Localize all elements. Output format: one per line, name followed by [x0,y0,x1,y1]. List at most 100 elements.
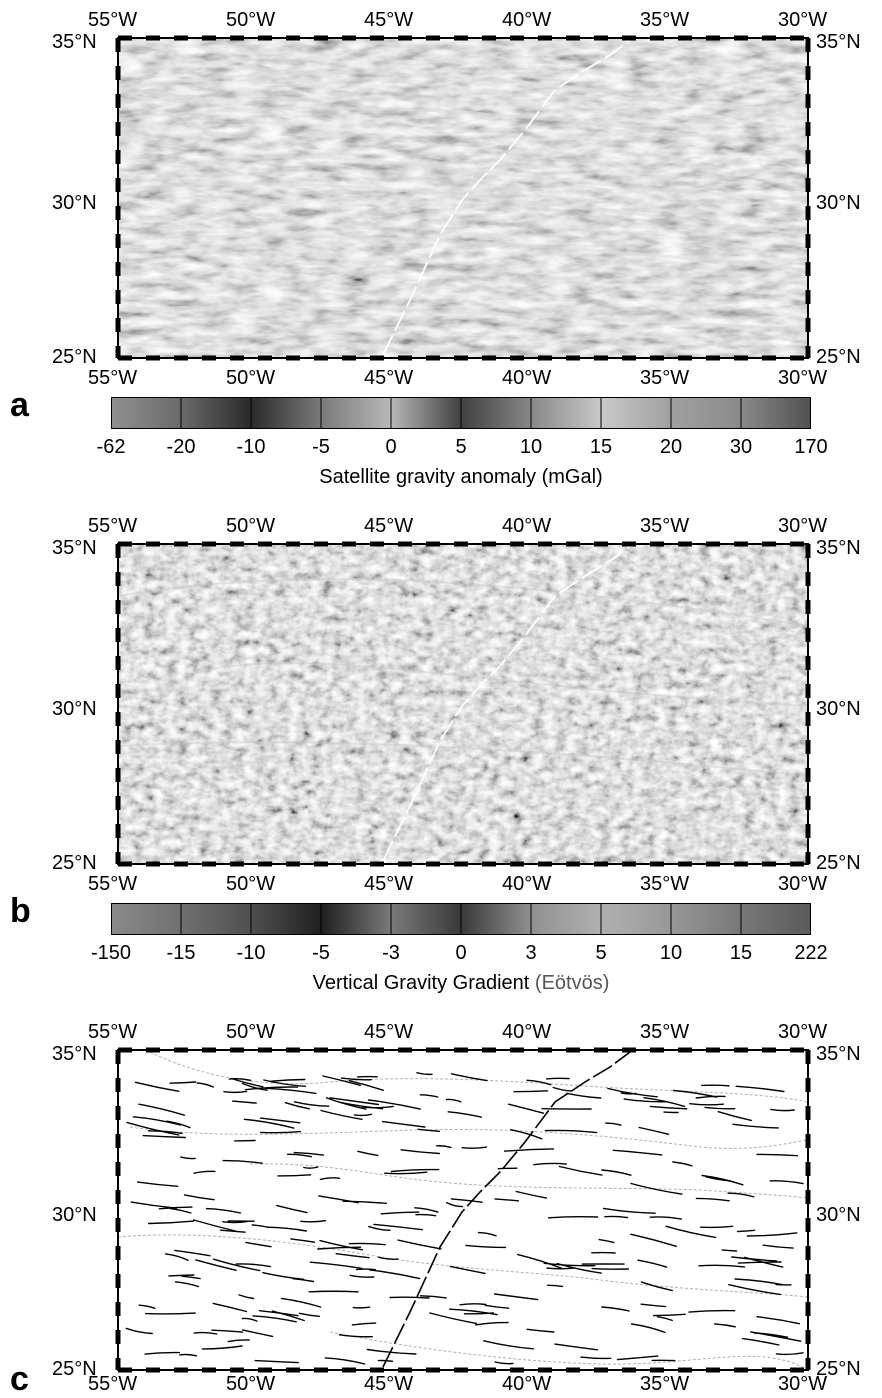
lineament-segment [340,1077,372,1081]
lineament-segment [252,1315,297,1323]
lineament-segment [741,1337,780,1346]
colorbar-tick-label: -62 [96,436,126,458]
lineament-segment [357,1150,379,1157]
colorbar-title-main: Vertical Gravity Gradient [312,972,535,994]
lineament-segment [280,1297,322,1308]
lineament-segment [640,1281,673,1292]
lineament-segment [465,1244,507,1249]
colorbar-tick-label: 15 [729,942,753,964]
lineament-segment [735,1085,785,1093]
lineament-segment [298,1312,321,1317]
lon-label: 35°W [640,1373,690,1395]
lineament-segment [223,1090,248,1094]
lineament-segment [368,1225,391,1231]
lineament-segment [503,1148,555,1152]
colorbar-segment [391,903,461,935]
lon-label: 55°W [88,1373,138,1395]
lon-label: 35°W [640,873,690,895]
colorbar-tick-label: -5 [312,942,330,964]
map-a-ridge-axis [382,39,631,356]
lineament-segment [533,1162,568,1166]
lineament-segment [727,1192,755,1198]
lineament-segment [591,1267,630,1270]
lineament-segment [348,1242,386,1246]
lineament-segment [416,1072,433,1076]
lineament-segment [604,1215,629,1219]
lineament-segment [132,1116,182,1126]
lat-label: 30°N [816,698,861,720]
lineament-segment [222,1220,248,1224]
lon-label: 50°W [226,1373,276,1395]
lon-label: 50°W [226,515,276,537]
lineament-segment [319,1177,341,1181]
lineament-segment [259,1130,302,1134]
map-a [115,35,811,361]
lineament-segment [397,1239,442,1250]
lineament-segment [731,1256,778,1262]
lon-label: 55°W [88,873,138,895]
lineament-segment [181,1275,201,1280]
colorbar-segment [531,903,601,935]
lineament-segment [649,1105,688,1110]
lineament-segment [769,1180,804,1185]
lineament-segment [580,1356,612,1360]
lineament-segment [324,1357,366,1365]
colorbar-segment [111,903,181,935]
panel-letter: b [10,892,31,930]
lineament-segment [168,1274,195,1277]
colorbar-title: Satellite gravity anomaly (mGal) [319,466,603,488]
lon-label: 30°W [778,873,828,895]
lineament-segment [746,1232,798,1237]
map-c-frame-ticks [115,1047,811,1373]
lineament-segment [436,1145,452,1149]
lineament-segment [300,1220,327,1223]
lineament-segment [368,1269,421,1280]
colorbar-segment [181,903,251,935]
lineament-segment [543,1262,596,1267]
lineament-segment [232,1078,264,1088]
lineament-segment [652,1313,686,1317]
lineament-segment [258,1310,299,1317]
lineament-segment [494,1361,514,1365]
lineament-segment [377,1256,399,1260]
lineament-segment [493,1293,539,1301]
lon-label: 45°W [364,873,414,895]
lineament-segment [389,1296,430,1299]
lon-label: 40°W [502,1373,552,1395]
lineament-segment [649,1216,682,1220]
lineament-segment [319,1239,364,1251]
lat-label: 35°N [816,31,861,53]
lon-label: 55°W [88,9,138,31]
map-b-frame-ticks [115,541,811,867]
lineament-segment [292,1278,315,1283]
lineament-segment [286,1153,312,1158]
lineament-segment [450,1198,483,1203]
lineament-segment [259,1117,301,1124]
lineament-segment [126,1121,180,1136]
lat-label: 25°N [816,852,861,874]
lineament-segment [721,1249,738,1252]
lineament-segment [235,1263,271,1268]
lineament-segment [317,1246,362,1250]
lineament-segment [227,1339,250,1343]
colorbar-tick-label: -150 [90,942,132,964]
colorbar-svg [111,397,811,429]
lineament-segment [183,1194,215,1201]
lineament-segment [623,1098,667,1103]
colorbar-segment [391,397,461,429]
lat-label: 25°N [52,346,97,368]
lineament-segment [445,1098,462,1103]
lineament-segment [309,1261,363,1270]
lineament-segment [695,1197,730,1202]
lineament-segment [445,1201,464,1208]
lineament-segment [318,1195,359,1204]
lineament-segment [459,1303,487,1306]
lineament-segment [381,1120,426,1128]
lineament-segment [770,1108,795,1112]
lineament-segment [756,1316,800,1325]
lineament-segment [242,1329,274,1338]
lineament-segment [219,1229,246,1233]
lon-label: 55°W [88,1021,138,1043]
colorbar-border [111,903,811,935]
lineament-segment [349,1274,375,1278]
